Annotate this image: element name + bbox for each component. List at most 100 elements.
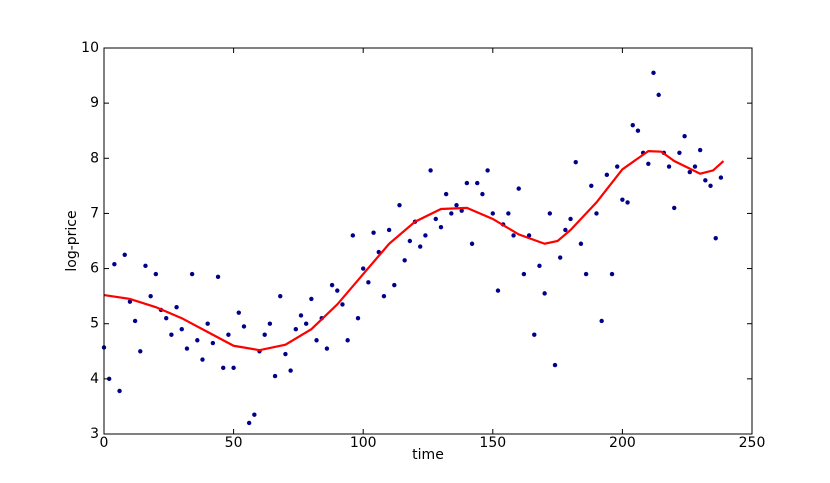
scatter-point — [298, 313, 304, 318]
scatter-point — [329, 282, 335, 288]
scatter-point — [309, 296, 314, 302]
scatter-point — [438, 225, 444, 230]
scatter-point — [428, 168, 433, 173]
scatter-point — [335, 288, 340, 293]
scatter-point — [490, 211, 495, 216]
scatter-point — [677, 150, 682, 155]
scatter-point — [506, 211, 511, 216]
scatter-point — [278, 293, 283, 299]
scatter-point — [469, 241, 475, 246]
scatter-point — [687, 169, 692, 175]
y-tick-label: 6 — [90, 261, 99, 277]
scatter-point — [609, 271, 615, 277]
x-tick-label: 0 — [100, 435, 109, 451]
scatter-point — [340, 302, 345, 307]
fit-line — [103, 150, 725, 352]
y-tick-label: 8 — [90, 150, 99, 166]
scatter-point — [231, 365, 236, 371]
scatter-point — [236, 310, 241, 315]
scatter-point — [241, 324, 247, 329]
scatter-point — [366, 280, 371, 285]
scatter-point — [485, 168, 490, 173]
scatter-point — [718, 175, 724, 180]
scatter-point — [604, 172, 610, 178]
scatter-point — [443, 191, 449, 197]
scatter-point — [402, 258, 407, 263]
scatter-point — [355, 316, 361, 321]
scatter-point — [164, 316, 169, 321]
scatter-point — [226, 332, 231, 337]
scatter-point — [547, 211, 553, 216]
scatter-point — [174, 304, 179, 310]
scatter-point — [148, 293, 153, 299]
scatter-point — [210, 340, 216, 346]
scatter-point — [557, 255, 563, 260]
scatter-point — [153, 271, 159, 277]
scatter-point — [117, 388, 122, 394]
scatter-point — [666, 164, 672, 169]
scatter-point — [615, 164, 620, 169]
scatter-point — [620, 197, 625, 202]
scatter-point — [542, 291, 547, 296]
scatter-point — [537, 263, 542, 269]
scatter-point — [511, 233, 516, 238]
scatter-point — [215, 274, 221, 280]
scatter-point — [138, 349, 143, 354]
scatter-point — [179, 327, 184, 332]
scatter-point — [589, 183, 594, 189]
scatter-point — [423, 233, 428, 238]
scatter-point — [454, 202, 459, 208]
scatter-point — [692, 164, 698, 169]
scatter-point — [169, 332, 174, 337]
x-tick-label: 250 — [739, 435, 766, 451]
y-tick-label: 10 — [81, 40, 99, 56]
scatter-point — [293, 327, 299, 332]
scatter-point — [563, 227, 568, 233]
scatter-point — [418, 244, 423, 249]
scatter-point — [195, 338, 200, 343]
scatter-point — [459, 208, 464, 213]
y-tick-label: 5 — [90, 316, 99, 332]
scatter-point — [350, 233, 356, 238]
scatter-point — [625, 200, 630, 205]
scatter-point — [143, 263, 148, 269]
plot-area — [104, 48, 752, 434]
scatter-point — [252, 412, 257, 417]
scatter-point — [205, 321, 210, 326]
y-tick-label: 7 — [90, 205, 99, 221]
scatter-point — [221, 365, 226, 371]
scatter-point — [495, 288, 501, 293]
scatter-point — [646, 161, 651, 166]
scatter-point — [246, 420, 252, 426]
scatter-point — [594, 211, 599, 216]
scatter-point — [345, 338, 350, 343]
scatter-point — [184, 346, 190, 351]
scatter-point — [267, 321, 273, 326]
scatter-point — [578, 241, 584, 246]
scatter-point — [407, 238, 413, 244]
scatter-point — [303, 321, 309, 326]
scatter-point — [122, 252, 127, 257]
scatter-point — [568, 216, 573, 222]
scatter-point — [480, 191, 485, 197]
scatter-point — [583, 271, 589, 277]
scatter-point — [475, 180, 480, 186]
scatter-point — [381, 293, 387, 299]
x-axis-label: time — [412, 447, 444, 463]
scatter-point — [189, 271, 195, 277]
scatter-point — [516, 186, 521, 191]
scatter-point — [371, 230, 376, 235]
scatter-point — [262, 332, 267, 337]
x-tick-label: 200 — [609, 435, 636, 451]
scatter-point — [386, 227, 392, 233]
scatter-point — [392, 282, 397, 288]
x-tick-label: 150 — [479, 435, 506, 451]
scatter-point — [324, 346, 330, 351]
x-tick-label: 50 — [225, 435, 243, 451]
y-tick-label: 4 — [90, 371, 99, 387]
scatter-point — [708, 183, 713, 189]
scatter-point — [532, 332, 537, 337]
y-axis-label: log-price — [64, 210, 80, 271]
